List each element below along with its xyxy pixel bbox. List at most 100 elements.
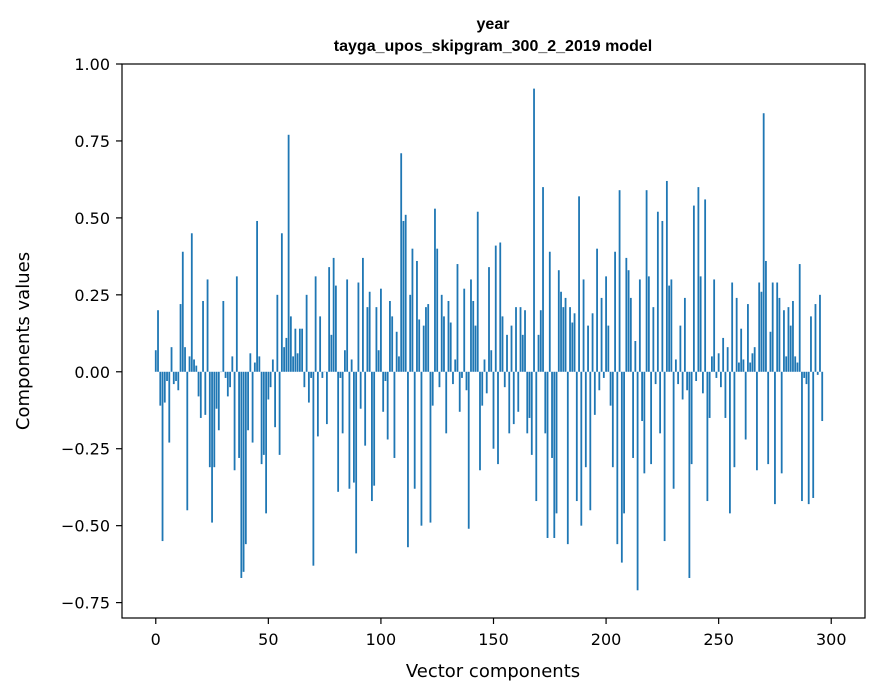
- bar: [738, 362, 740, 372]
- bar: [569, 307, 571, 372]
- bar: [211, 371, 213, 523]
- bar: [722, 337, 725, 372]
- bar: [726, 347, 729, 372]
- bar: [539, 310, 542, 372]
- bar: [650, 371, 653, 465]
- bar: [690, 371, 693, 465]
- bar: [456, 264, 459, 372]
- bar: [492, 371, 495, 449]
- bar: [762, 113, 765, 372]
- bar: [168, 371, 171, 443]
- bar: [204, 371, 207, 415]
- bar: [267, 371, 270, 400]
- bar: [735, 297, 738, 372]
- bar: [744, 371, 747, 440]
- bar: [371, 371, 373, 502]
- bar: [445, 371, 448, 434]
- bar: [262, 371, 265, 455]
- bar: [783, 310, 785, 372]
- bar: [157, 310, 159, 372]
- bar: [195, 365, 198, 372]
- bar: [344, 350, 346, 372]
- bar: [562, 307, 565, 372]
- bar: [159, 371, 162, 406]
- bar: [407, 371, 409, 548]
- bar: [672, 371, 675, 489]
- bar: [729, 371, 731, 514]
- bar: [296, 353, 299, 372]
- bar: [713, 279, 716, 372]
- bar: [749, 362, 752, 372]
- bar: [440, 294, 443, 372]
- bar: [510, 325, 513, 372]
- bar: [476, 211, 479, 372]
- bar: [391, 316, 394, 372]
- bar: [458, 371, 461, 412]
- bar: [463, 288, 466, 372]
- bar: [447, 300, 450, 372]
- bar: [535, 371, 538, 502]
- bar: [564, 297, 567, 372]
- bar: [792, 300, 794, 372]
- bar: [271, 359, 274, 372]
- bar: [188, 356, 191, 372]
- bar: [303, 371, 306, 388]
- bar: [190, 233, 193, 372]
- bar: [418, 319, 421, 372]
- bar: [708, 371, 711, 418]
- bar: [222, 300, 225, 372]
- bar: [395, 331, 398, 372]
- bar: [461, 371, 463, 378]
- bar: [814, 304, 817, 372]
- bar: [465, 371, 468, 391]
- bar: [638, 279, 641, 372]
- bar: [620, 371, 623, 563]
- bar: [566, 371, 569, 545]
- bar: [553, 371, 556, 538]
- bar: [206, 279, 209, 372]
- bar: [632, 371, 634, 458]
- bar: [580, 371, 583, 526]
- bar: [724, 371, 727, 418]
- bar: [551, 371, 553, 458]
- bar: [373, 371, 376, 486]
- bar: [663, 371, 666, 542]
- bar: [720, 371, 722, 388]
- bar: [364, 371, 367, 446]
- bar: [292, 356, 295, 372]
- bar: [202, 300, 204, 372]
- bar: [429, 371, 432, 523]
- bar: [812, 371, 815, 498]
- bar: [368, 291, 371, 372]
- bar: [528, 371, 531, 418]
- bar: [758, 282, 761, 372]
- bar: [404, 214, 407, 372]
- bar: [819, 294, 821, 372]
- bar: [508, 371, 511, 434]
- bar: [235, 276, 238, 372]
- chart-subtitle: tayga_upos_skipgram_300_2_2019 model: [334, 38, 652, 55]
- bar: [425, 307, 427, 372]
- bar: [166, 371, 168, 382]
- bar: [733, 371, 736, 468]
- bar: [411, 248, 414, 372]
- bar: [420, 371, 423, 526]
- bar: [472, 300, 475, 372]
- bar: [774, 371, 776, 505]
- bar: [575, 371, 578, 502]
- bar: [634, 341, 637, 372]
- bar: [452, 371, 454, 385]
- bar: [789, 325, 792, 372]
- bar: [555, 371, 558, 514]
- bar: [172, 371, 175, 385]
- bar: [704, 199, 707, 372]
- bar: [740, 328, 743, 372]
- bar: [598, 371, 601, 391]
- bar: [537, 334, 540, 372]
- bar: [794, 356, 797, 372]
- bar: [443, 316, 445, 372]
- bar: [616, 371, 619, 545]
- bar: [249, 353, 252, 372]
- bar: [310, 371, 313, 378]
- bar: [546, 371, 549, 538]
